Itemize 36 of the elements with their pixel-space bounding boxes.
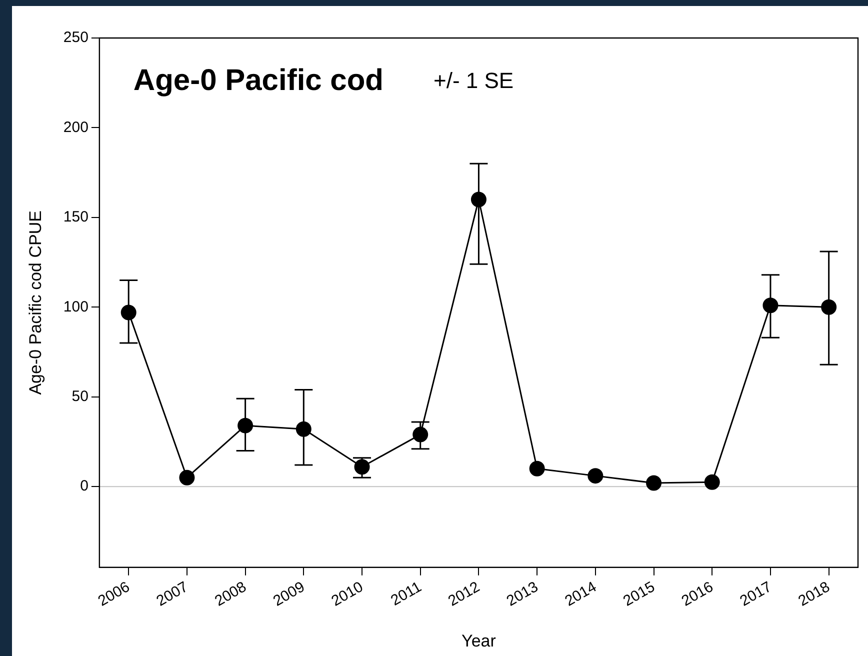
y-tick-label: 100 bbox=[63, 298, 88, 316]
point bbox=[296, 421, 312, 437]
x-tick-label: 2011 bbox=[388, 578, 424, 610]
y-tick-label: 0 bbox=[80, 478, 88, 495]
x-tick-label: 2012 bbox=[445, 578, 483, 610]
x-tick-label: 2013 bbox=[504, 578, 542, 610]
y-tick-label: 50 bbox=[72, 388, 88, 406]
point bbox=[704, 474, 720, 490]
point bbox=[821, 299, 837, 315]
point bbox=[412, 426, 428, 442]
point bbox=[470, 192, 486, 208]
x-tick-label: 2016 bbox=[678, 578, 716, 610]
x-tick-label: 2010 bbox=[328, 578, 366, 610]
point bbox=[120, 304, 136, 320]
annotation: +/- 1 SE bbox=[434, 68, 514, 93]
x-tick-label: 2006 bbox=[95, 578, 133, 610]
x-axis-title: Year bbox=[462, 631, 496, 650]
x-tick-label: 2014 bbox=[562, 578, 600, 610]
point bbox=[588, 468, 604, 484]
point bbox=[529, 460, 545, 476]
point bbox=[179, 470, 195, 486]
point bbox=[238, 418, 254, 434]
y-axis-title: Age-0 Pacific cod CPUE bbox=[26, 210, 45, 395]
y-tick-label: 250 bbox=[63, 29, 88, 46]
y-tick-label: 200 bbox=[63, 118, 88, 136]
y-tick-label: 150 bbox=[63, 208, 88, 226]
x-tick-label: 2009 bbox=[270, 578, 308, 610]
text: Age-0 Pacific cod bbox=[133, 64, 384, 97]
x-tick-label: 2015 bbox=[620, 578, 658, 610]
x-tick-label: 2008 bbox=[212, 578, 250, 610]
x-tick-label: 2017 bbox=[737, 578, 775, 610]
point bbox=[646, 475, 662, 491]
point bbox=[762, 298, 778, 314]
point bbox=[354, 459, 370, 475]
x-tick-label: 2018 bbox=[795, 578, 833, 610]
x-tick-label: 2007 bbox=[154, 578, 192, 610]
